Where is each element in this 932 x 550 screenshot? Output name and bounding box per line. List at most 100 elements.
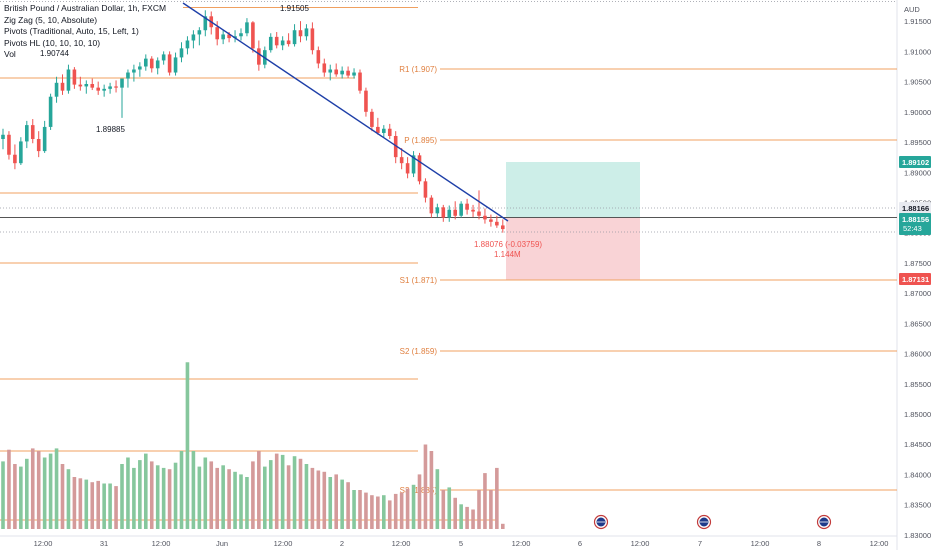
candle-body [120, 78, 124, 88]
candle-body [483, 215, 487, 220]
y-tick-label: 1.85500 [904, 380, 931, 389]
axis-currency-label: AUD [904, 5, 920, 14]
event-flag-icon[interactable] [593, 514, 609, 530]
y-tick-label: 1.85000 [904, 410, 931, 419]
volume-bar [233, 471, 237, 529]
legend-title[interactable]: British Pound / Australian Dollar, 1h, F… [4, 3, 167, 13]
axis-tag-take-profit: 1.89102 [902, 158, 929, 167]
volume-bar [251, 461, 255, 529]
volume-bar [429, 451, 434, 529]
candle-body [447, 209, 452, 218]
candle-body [298, 30, 303, 37]
volume-bar [358, 490, 362, 529]
candle-body [102, 88, 106, 91]
y-tick-label: 1.89500 [904, 138, 931, 147]
volume-bar [173, 462, 178, 529]
volume-bar [346, 482, 350, 529]
legend-zigzag[interactable]: Zig Zag (5, 10, Absolute) [4, 14, 98, 25]
candle-body [429, 197, 434, 214]
volume-bar [126, 457, 130, 529]
candle-body [340, 70, 344, 75]
pivot-label: R1 (1.907) [399, 65, 437, 74]
legend-pivots-hl[interactable]: Pivots HL (10, 10, 10, 10) [4, 37, 101, 48]
candle-body [54, 82, 59, 97]
candle-body [370, 111, 374, 127]
x-tick-label: 8 [817, 539, 821, 548]
volume-bar [114, 486, 118, 529]
candle-body [501, 225, 505, 230]
candle-body [72, 69, 77, 85]
candle-body [66, 69, 71, 91]
y-tick-label: 1.87000 [904, 289, 931, 298]
volume-bar [54, 448, 59, 529]
candle-body [42, 126, 47, 152]
volume-bar [78, 478, 83, 529]
volume-bar [144, 453, 148, 529]
volume-bar [286, 465, 291, 529]
x-tick-label: 12:00 [751, 539, 770, 548]
volume-bar [167, 469, 172, 529]
volume-bar [393, 493, 398, 529]
volume-bar [120, 464, 124, 529]
y-tick-label: 1.90500 [904, 78, 931, 87]
candle-body [1, 134, 5, 140]
candle-body [376, 126, 380, 133]
volume-bar [405, 488, 410, 529]
candle-body [346, 70, 350, 76]
candle-body [36, 139, 41, 152]
y-tick-label: 1.87500 [904, 259, 931, 268]
volume-bar [453, 497, 457, 529]
volume-bar [19, 466, 23, 529]
candle-body [90, 84, 95, 88]
candle-body [417, 155, 422, 182]
event-flag-icon[interactable] [816, 514, 832, 530]
candle-body [126, 72, 130, 79]
candle-body [78, 84, 83, 87]
axis-tag-stop-loss-bg [899, 273, 931, 285]
volume-bar [477, 490, 481, 529]
candle-body [167, 54, 172, 73]
volume-bar [483, 473, 487, 529]
legend-vol[interactable]: Vol [4, 49, 16, 59]
volume-bar [280, 454, 285, 529]
pivot-label: P (1.895) [404, 136, 437, 145]
volume-bar [274, 453, 279, 529]
candle-body [477, 211, 481, 216]
legend-pivots[interactable]: Pivots (Traditional, Auto, 15, Left, 1) [4, 26, 139, 36]
candle-body [364, 90, 368, 112]
candle-body [459, 203, 463, 216]
volume-bar [417, 474, 422, 529]
candle-body [221, 34, 225, 40]
candle-body [239, 33, 243, 37]
volume-bar [322, 471, 327, 529]
x-tick-label: 31 [100, 539, 108, 548]
volume-bar [370, 495, 374, 529]
x-tick-label: 2 [340, 539, 344, 548]
candle-body [155, 60, 160, 69]
x-tick-label: 12:00 [34, 539, 53, 548]
candle-body [268, 36, 273, 51]
candle-body [465, 203, 469, 210]
axis-tag-current-bg [899, 213, 931, 235]
candle-body [489, 219, 493, 222]
candle-body [132, 69, 136, 73]
candle-body [471, 209, 475, 212]
volume-bar [292, 456, 297, 529]
candle-body [215, 27, 219, 40]
candle-body [358, 72, 362, 91]
volume-bar [132, 467, 136, 529]
zigzag-volume-label: 1.144M [494, 250, 521, 259]
y-tick-label: 1.83000 [904, 531, 931, 540]
candle-body [405, 163, 410, 174]
volume-bar [411, 484, 416, 529]
volume-bar [191, 451, 196, 529]
volume-bar [245, 477, 249, 529]
pivot-label: S2 (1.859) [400, 347, 438, 356]
event-flag-icon[interactable] [696, 514, 712, 530]
candle-body [251, 22, 255, 49]
volume-bar [96, 480, 100, 529]
x-tick-label: 6 [578, 539, 582, 548]
y-tick-label: 1.84000 [904, 470, 931, 479]
x-tick-label: 12:00 [870, 539, 889, 548]
